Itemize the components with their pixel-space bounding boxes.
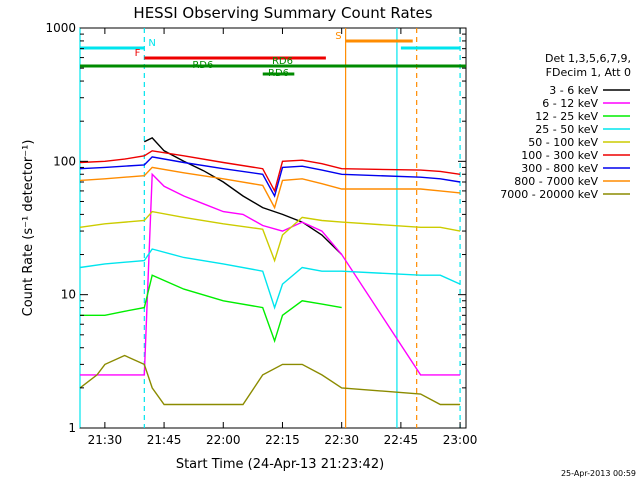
series-line-3 — [79, 248, 461, 310]
flag-label-s-2: S — [335, 31, 341, 42]
chart-title: HESSI Observing Summary Count Rates — [133, 4, 432, 22]
legend-label-8: 7000 - 20000 keV — [500, 188, 598, 201]
flag-label-f-1: F — [135, 48, 141, 59]
series-layer — [79, 137, 461, 406]
x-tick-label-1: 21:45 — [147, 433, 182, 447]
legend-label-7: 800 - 7000 keV — [514, 175, 598, 188]
flag-label-n-0: N — [148, 38, 155, 49]
legend-header-decimation: FDecim 1, Att 0 — [546, 66, 631, 79]
series-line-8 — [79, 354, 461, 406]
series-line-6 — [79, 156, 461, 198]
flag-label-rd6-4: RD6 — [268, 68, 289, 79]
x-tick-label-3: 22:15 — [265, 433, 300, 447]
y-axis-label: Count Rate (s⁻¹ detector⁻¹) — [21, 140, 36, 317]
y-tick-label-2: 100 — [53, 154, 76, 168]
legend-label-3: 25 - 50 keV — [535, 123, 598, 136]
series-line-2 — [80, 274, 342, 344]
flag-label-rd6-3: RD6 — [272, 56, 293, 67]
legend-label-0: 3 - 6 keV — [549, 84, 598, 97]
x-tick-label-6: 23:00 — [443, 433, 478, 447]
y-tick-label-0: 1 — [68, 421, 76, 435]
flag-label-rd6-5: RD6 — [192, 60, 213, 71]
series-line-4 — [79, 210, 461, 263]
legend-header-detectors: Det 1,3,5,6,7,9, — [545, 52, 631, 65]
footer-date: 25-Apr-2013 00:59 — [561, 469, 636, 478]
legend-label-6: 300 - 800 keV — [521, 162, 598, 175]
legend-label-2: 12 - 25 keV — [535, 110, 598, 123]
x-tick-label-2: 22:00 — [206, 433, 241, 447]
series-line-1 — [80, 172, 461, 376]
series-line-0 — [143, 137, 343, 255]
axes: 21:30 21:45 22:00 22:15 22:30 22:45 23:00 1 10 10… — [45, 21, 477, 447]
x-axis-label: Start Time (24-Apr-13 21:23:42) — [176, 457, 384, 472]
series-line-5 — [79, 150, 461, 193]
x-tick-label-0: 21:30 — [88, 433, 123, 447]
legend-label-1: 6 - 12 keV — [542, 97, 598, 110]
legend: Det 1,3,5,6,7,9, FDecim 1, Att 0 3 - 6 k… — [500, 52, 631, 201]
series-line-7 — [79, 166, 461, 210]
x-tick-label-4: 22:30 — [324, 433, 359, 447]
y-tick-label-1: 10 — [61, 288, 76, 302]
x-tick-label-5: 22:45 — [384, 433, 419, 447]
y-tick-label-3: 1000 — [45, 21, 76, 35]
legend-label-5: 100 - 300 keV — [521, 149, 598, 162]
legend-label-4: 50 - 100 keV — [528, 136, 598, 149]
